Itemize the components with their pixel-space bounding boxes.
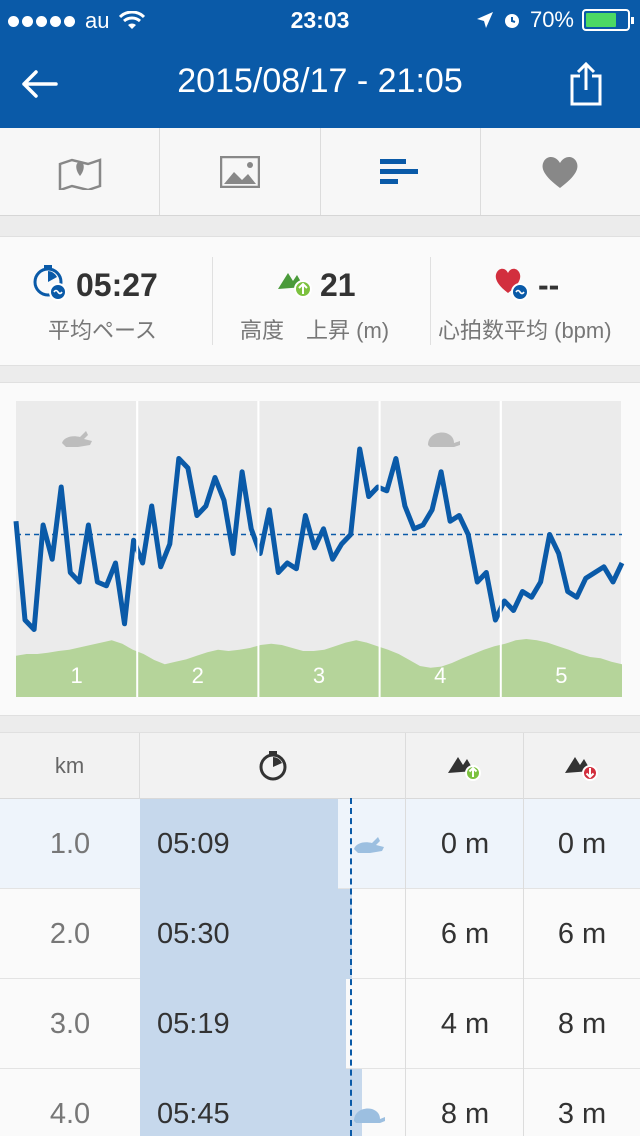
km-label: 4 xyxy=(434,663,446,688)
row-descent: 6 m xyxy=(557,917,607,950)
summary-panel: 05:27 平均ペース 21 高度 上昇 (m) -- 心拍数平均 (bpm) xyxy=(0,236,640,366)
share-icon[interactable] xyxy=(566,60,606,108)
alarm-icon xyxy=(504,14,519,28)
row-pace: 05:09 xyxy=(157,827,230,860)
ascent-header-icon xyxy=(447,757,481,781)
photo-icon xyxy=(219,155,260,188)
row-pace: 05:19 xyxy=(157,1007,230,1040)
heart-rate-label: 心拍数平均 (bpm) xyxy=(438,318,612,343)
row-ascent: 6 m xyxy=(440,917,490,950)
table-row[interactable]: 1.0 05:09 0 m 0 m xyxy=(0,799,640,889)
row-descent: 8 m xyxy=(557,1007,607,1040)
row-descent: 3 m xyxy=(557,1097,607,1130)
km-label: 3 xyxy=(313,663,325,688)
stopwatch-icon xyxy=(259,751,286,781)
km-label: 1 xyxy=(70,663,82,688)
row-km: 4.0 xyxy=(49,1097,91,1130)
table-average-pace-line xyxy=(350,798,352,1136)
km-band xyxy=(380,401,500,697)
battery-percent: 70% xyxy=(529,7,574,32)
page-title: 2015/08/17 - 21:05 xyxy=(177,62,463,100)
avg-pace-label: 平均ペース xyxy=(48,318,157,343)
stat-elevation: 21 高度 上昇 (m) xyxy=(212,237,430,367)
pace-stopwatch-icon xyxy=(33,265,67,301)
nav-bar: 2015/08/17 - 21:05 xyxy=(0,40,640,128)
heart-rate-value: -- xyxy=(538,267,560,303)
tab-heart-rate[interactable] xyxy=(481,128,640,215)
row-ascent: 8 m xyxy=(440,1097,490,1130)
splits-icon xyxy=(380,158,419,184)
tab-splits[interactable] xyxy=(321,128,481,215)
tab-photos[interactable] xyxy=(160,128,321,215)
km-label: 2 xyxy=(192,663,204,688)
top-bar: au 23:03 70% 2015/08/17 - 21:05 xyxy=(0,0,640,128)
heart-icon xyxy=(542,156,578,188)
elevation-area xyxy=(16,639,622,697)
header-ascent xyxy=(406,733,524,799)
signal-icon xyxy=(8,15,75,27)
turtle-icon xyxy=(354,1108,385,1123)
stat-heart-rate: -- 心拍数平均 (bpm) xyxy=(430,237,640,367)
pace-bar xyxy=(140,889,352,979)
elevation-value: 21 xyxy=(320,267,356,303)
splits-table: km 1.0 05:09 xyxy=(0,732,640,1136)
pace-elevation-chart: 1 2 3 4 5 xyxy=(0,382,640,716)
tab-map[interactable] xyxy=(0,128,161,215)
heart-rate-icon xyxy=(495,268,529,301)
slow-turtle-icon xyxy=(428,432,460,447)
location-arrow-icon xyxy=(476,12,493,28)
pace-bar xyxy=(140,799,338,889)
avg-pace-value: 05:27 xyxy=(76,267,158,303)
header-descent xyxy=(524,733,640,799)
clock: 23:03 xyxy=(290,7,350,33)
row-pace: 05:30 xyxy=(157,917,230,950)
status-bar: au 23:03 70% xyxy=(0,0,640,40)
header-km: km xyxy=(0,733,140,799)
stat-avg-pace: 05:27 平均ペース xyxy=(0,237,212,367)
ascent-icon xyxy=(278,273,312,298)
row-descent: 0 m xyxy=(557,827,607,860)
row-km: 1.0 xyxy=(49,827,91,860)
rabbit-icon xyxy=(354,837,384,853)
table-row[interactable]: 2.0 05:30 6 m 6 m xyxy=(0,889,640,979)
row-km: 2.0 xyxy=(49,917,91,950)
battery-icon xyxy=(582,9,634,31)
elevation-label: 高度 上昇 (m) xyxy=(240,318,390,343)
table-row[interactable]: 3.0 05:19 4 m 8 m xyxy=(0,979,640,1069)
table-row[interactable]: 4.0 05:45 8 m 3 m xyxy=(0,1069,640,1136)
km-label: 5 xyxy=(555,663,567,688)
fast-rabbit-icon xyxy=(62,431,92,447)
chart-svg: 1 2 3 4 5 xyxy=(13,401,625,697)
descent-header-icon xyxy=(565,757,598,781)
view-tabs xyxy=(0,128,640,216)
back-arrow-icon[interactable] xyxy=(20,64,60,104)
pace-bar xyxy=(140,979,346,1069)
map-icon xyxy=(58,157,101,190)
row-ascent: 0 m xyxy=(440,827,490,860)
wifi-icon xyxy=(119,11,146,29)
pace-bar xyxy=(140,1069,362,1136)
table-header: km xyxy=(0,733,640,799)
row-pace: 05:45 xyxy=(157,1097,230,1130)
row-km: 3.0 xyxy=(49,1007,91,1040)
header-pace xyxy=(140,733,406,799)
carrier-label: au xyxy=(85,8,110,33)
pace-line xyxy=(13,446,625,632)
row-ascent: 4 m xyxy=(440,1007,490,1040)
